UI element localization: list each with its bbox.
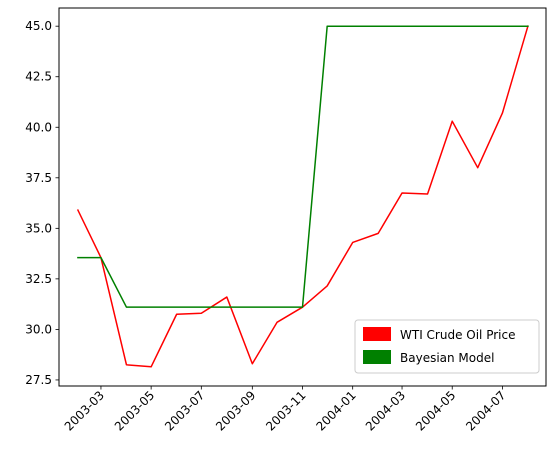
series-layer	[76, 25, 529, 368]
y-tick-label: 37.5	[25, 171, 52, 185]
x-tick-label: 2004-05	[413, 388, 458, 433]
y-tick-label: 42.5	[25, 70, 52, 84]
x-tick-label: 2003-07	[162, 388, 207, 433]
y-axis: 27.5 30.0 32.5 35.0 37.5 40.0 42.5 45.0	[25, 19, 59, 387]
x-tick-label: 2003-11	[263, 388, 308, 433]
legend-label-wti: WTI Crude Oil Price	[400, 328, 515, 342]
x-tick-label: 2003-09	[213, 388, 258, 433]
legend-label-bayesian: Bayesian Model	[400, 351, 494, 365]
legend: WTI Crude Oil Price Bayesian Model	[354, 319, 540, 374]
y-tick-label: 40.0	[25, 120, 52, 134]
y-tick-label: 32.5	[25, 272, 52, 286]
x-tick-label: 2003-03	[62, 388, 107, 433]
legend-swatch-wti	[363, 327, 391, 341]
y-tick-label: 45.0	[25, 19, 52, 33]
x-tick-label: 2004-03	[363, 388, 408, 433]
y-tick-label: 27.5	[25, 373, 52, 387]
legend-swatch-bayesian	[363, 350, 391, 364]
x-tick-label: 2004-07	[463, 388, 508, 433]
x-tick-label: 2004-01	[313, 388, 358, 433]
legend-frame	[354, 319, 540, 374]
series-line-bayesian-model	[77, 25, 529, 308]
y-tick-label: 35.0	[25, 221, 52, 235]
x-axis: 2003-03 2003-05 2003-07 2003-09 2003-11 2004-…	[62, 386, 509, 434]
y-tick-label: 30.0	[25, 322, 52, 336]
x-tick-label: 2003-05	[112, 388, 157, 433]
